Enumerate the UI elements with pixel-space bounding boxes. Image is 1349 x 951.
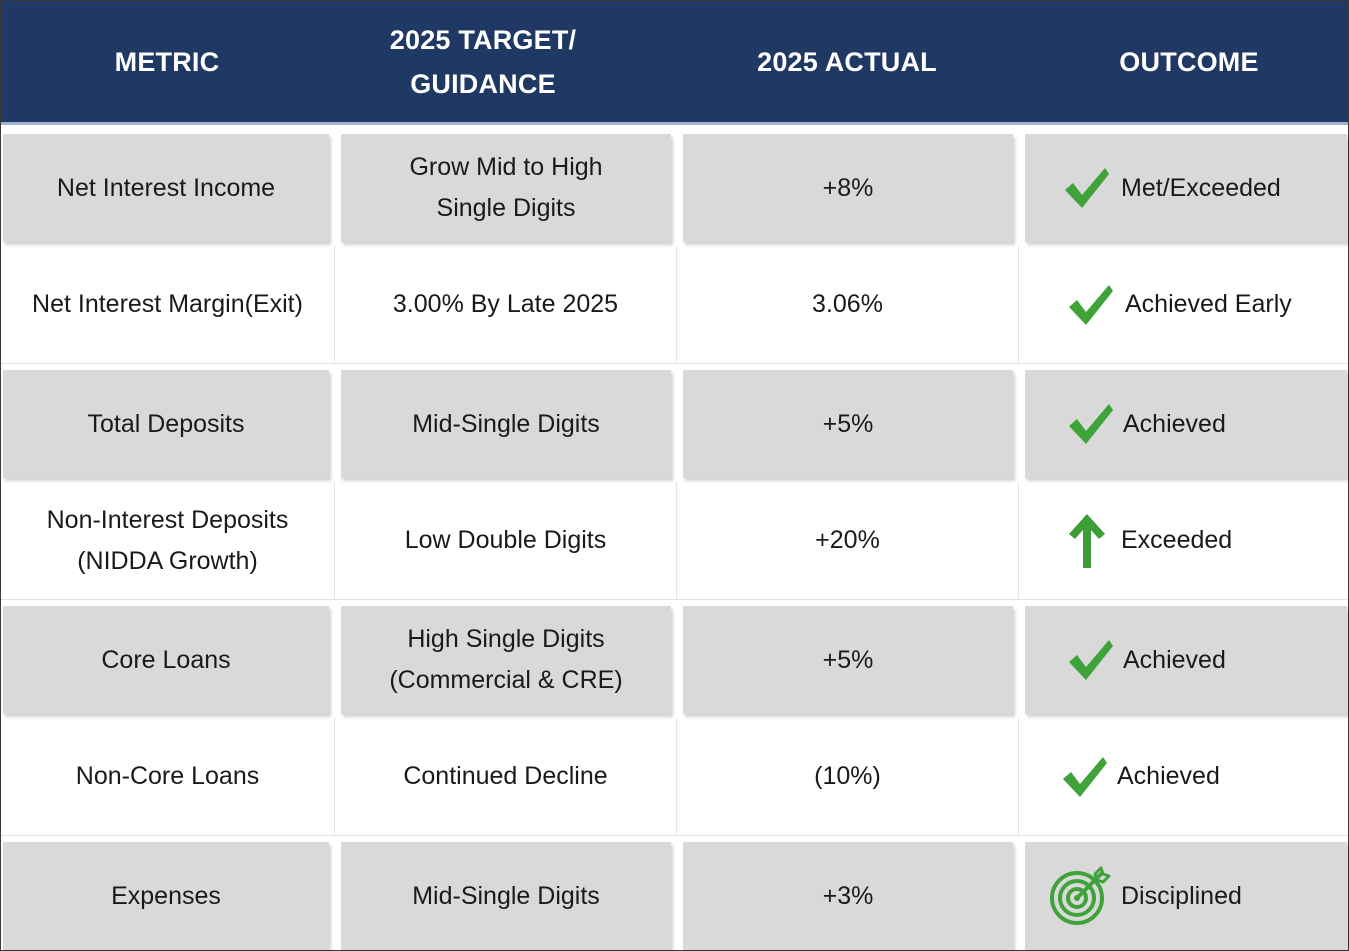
target-cell: 3.00% By Late 2025 <box>335 246 677 363</box>
actual-cell: +5% <box>683 606 1013 714</box>
target-cell: High Single Digits (Commercial & CRE) <box>341 606 671 714</box>
metric-cell: Expenses <box>3 842 329 950</box>
header-metric: METRIC <box>114 46 220 77</box>
metric-cell: Total Deposits <box>3 370 329 478</box>
outcome-label: Achieved Early <box>1125 290 1292 318</box>
checkmark-icon <box>1063 756 1107 797</box>
target-icon <box>1050 866 1111 925</box>
actual-cell: +3% <box>683 842 1013 950</box>
target-cell: Mid-Single Digits <box>341 842 671 950</box>
actual-cell: +5% <box>683 370 1013 478</box>
outcome-label: Exceeded <box>1121 526 1233 554</box>
target-cell: Mid-Single Digits <box>341 370 671 478</box>
header-target: 2025 TARGET/ GUIDANCE <box>389 24 577 99</box>
outcome-cell: Achieved <box>1019 718 1348 835</box>
table-row: Total Deposits Mid-Single Digits +5% Ach… <box>1 370 1348 478</box>
table-row: Net Interest Income Grow Mid to High Sin… <box>1 134 1348 242</box>
table-row: Non-Core Loans Continued Decline (10%) A… <box>1 718 1348 836</box>
target-cell: Grow Mid to High Single Digits <box>341 134 671 242</box>
metric-cell: Net Interest Margin(Exit) <box>1 246 335 363</box>
outcome-cell: Met/Exceeded <box>1025 134 1347 242</box>
table-row: Expenses Mid-Single Digits +3% Disciplin… <box>1 842 1348 950</box>
actual-cell: +8% <box>683 134 1013 242</box>
up-arrow-icon <box>1069 513 1105 568</box>
checkmark-icon <box>1069 404 1113 444</box>
outcome-label: Achieved <box>1123 645 1226 674</box>
target-cell: Low Double Digits <box>335 482 677 599</box>
outcome-cell: Achieved <box>1025 370 1347 478</box>
metric-cell: Non-Interest Deposits (NIDDA Growth) <box>1 482 335 599</box>
actual-cell: (10%) <box>677 718 1019 835</box>
checkmark-icon <box>1069 640 1113 680</box>
metric-cell: Net Interest Income <box>3 134 329 242</box>
outcome-cell: Achieved <box>1025 606 1347 714</box>
table-row: Non-Interest Deposits (NIDDA Growth) Low… <box>1 482 1348 600</box>
header-actual: 2025 ACTUAL <box>757 46 937 77</box>
actual-cell: +20% <box>677 482 1019 599</box>
table-row: Net Interest Margin(Exit) 3.00% By Late … <box>1 246 1348 364</box>
target-cell: Continued Decline <box>335 718 677 835</box>
outcome-label: Achieved <box>1123 409 1226 438</box>
header-outcome: OUTCOME <box>1119 46 1259 77</box>
outcome-cell: Exceeded <box>1019 482 1348 599</box>
outcome-label: Met/Exceeded <box>1121 173 1281 202</box>
table-row: Core Loans High Single Digits (Commercia… <box>1 606 1348 714</box>
outcome-cell: Disciplined <box>1025 842 1347 950</box>
metric-cell: Non-Core Loans <box>1 718 335 835</box>
actual-cell: 3.06% <box>677 246 1019 363</box>
checkmark-icon <box>1069 284 1113 325</box>
outcome-label: Disciplined <box>1121 881 1242 910</box>
table-header: METRIC 2025 TARGET/ GUIDANCE 2025 ACTUAL… <box>1 1 1348 125</box>
outcome-label: Achieved <box>1117 762 1220 790</box>
checkmark-icon <box>1065 168 1109 208</box>
outcome-cell: Achieved Early <box>1019 246 1348 363</box>
metric-cell: Core Loans <box>3 606 329 714</box>
